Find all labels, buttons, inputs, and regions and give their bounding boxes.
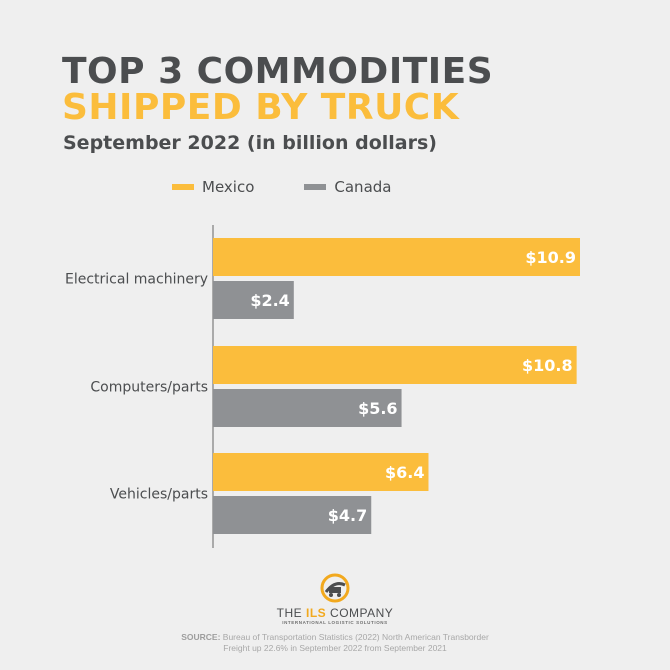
bar-canada: [213, 281, 294, 319]
source-text: Bureau of Transportation Statistics (202…: [222, 632, 489, 642]
bar-mexico: [213, 238, 580, 276]
source-note: SOURCE: Bureau of Transportation Statist…: [0, 632, 670, 654]
legend-swatch-mexico: [172, 184, 194, 190]
company-name-suffix: COMPANY: [330, 606, 394, 620]
bar-canada: [213, 496, 372, 534]
data-label-canada: $5.6: [358, 399, 397, 418]
legend-label-mexico: Mexico: [202, 178, 255, 196]
company-tagline: INTERNATIONAL LOGISTIC SOLUTIONS: [282, 620, 388, 625]
bar-chart: Electrical machinery $10.9 $2.4 Computers/p…: [65, 225, 580, 548]
source-subnote: Freight up 22.6% in September 2022 from …: [223, 643, 447, 653]
chart-legend: Mexico Canada: [172, 178, 441, 196]
legend-item-mexico: Mexico: [172, 178, 254, 196]
category-label: Vehicles/parts: [110, 487, 208, 503]
chart-subtitle: September 2022 (in billion dollars): [63, 132, 437, 154]
bar-mexico: [213, 453, 429, 491]
company-logo: [0, 572, 670, 608]
category-label: Electrical machinery: [65, 272, 208, 288]
category-label: Computers/parts: [90, 380, 208, 396]
company-name-prefix: THE: [276, 606, 303, 620]
company-name: THE ILS COMPANY: [0, 606, 670, 620]
bar-mexico: [213, 346, 577, 384]
data-label-mexico: $10.8: [522, 356, 573, 375]
bar-canada: [213, 389, 402, 427]
company-name-highlight: ILS: [306, 606, 327, 620]
globe-truck-icon: [320, 573, 350, 603]
legend-label-canada: Canada: [334, 178, 392, 196]
chart-title-line-2: SHIPPED BY TRUCK: [62, 87, 460, 128]
legend-swatch-canada: [304, 184, 327, 190]
legend-item-canada: Canada: [304, 178, 391, 196]
data-label-mexico: $10.9: [525, 248, 576, 267]
data-label-canada: $2.4: [250, 291, 289, 310]
data-label-canada: $4.7: [328, 506, 367, 525]
data-label-mexico: $6.4: [385, 463, 424, 482]
source-label: SOURCE:: [181, 632, 221, 642]
chart-title-line-1: TOP 3 COMMODITIES: [62, 51, 494, 92]
